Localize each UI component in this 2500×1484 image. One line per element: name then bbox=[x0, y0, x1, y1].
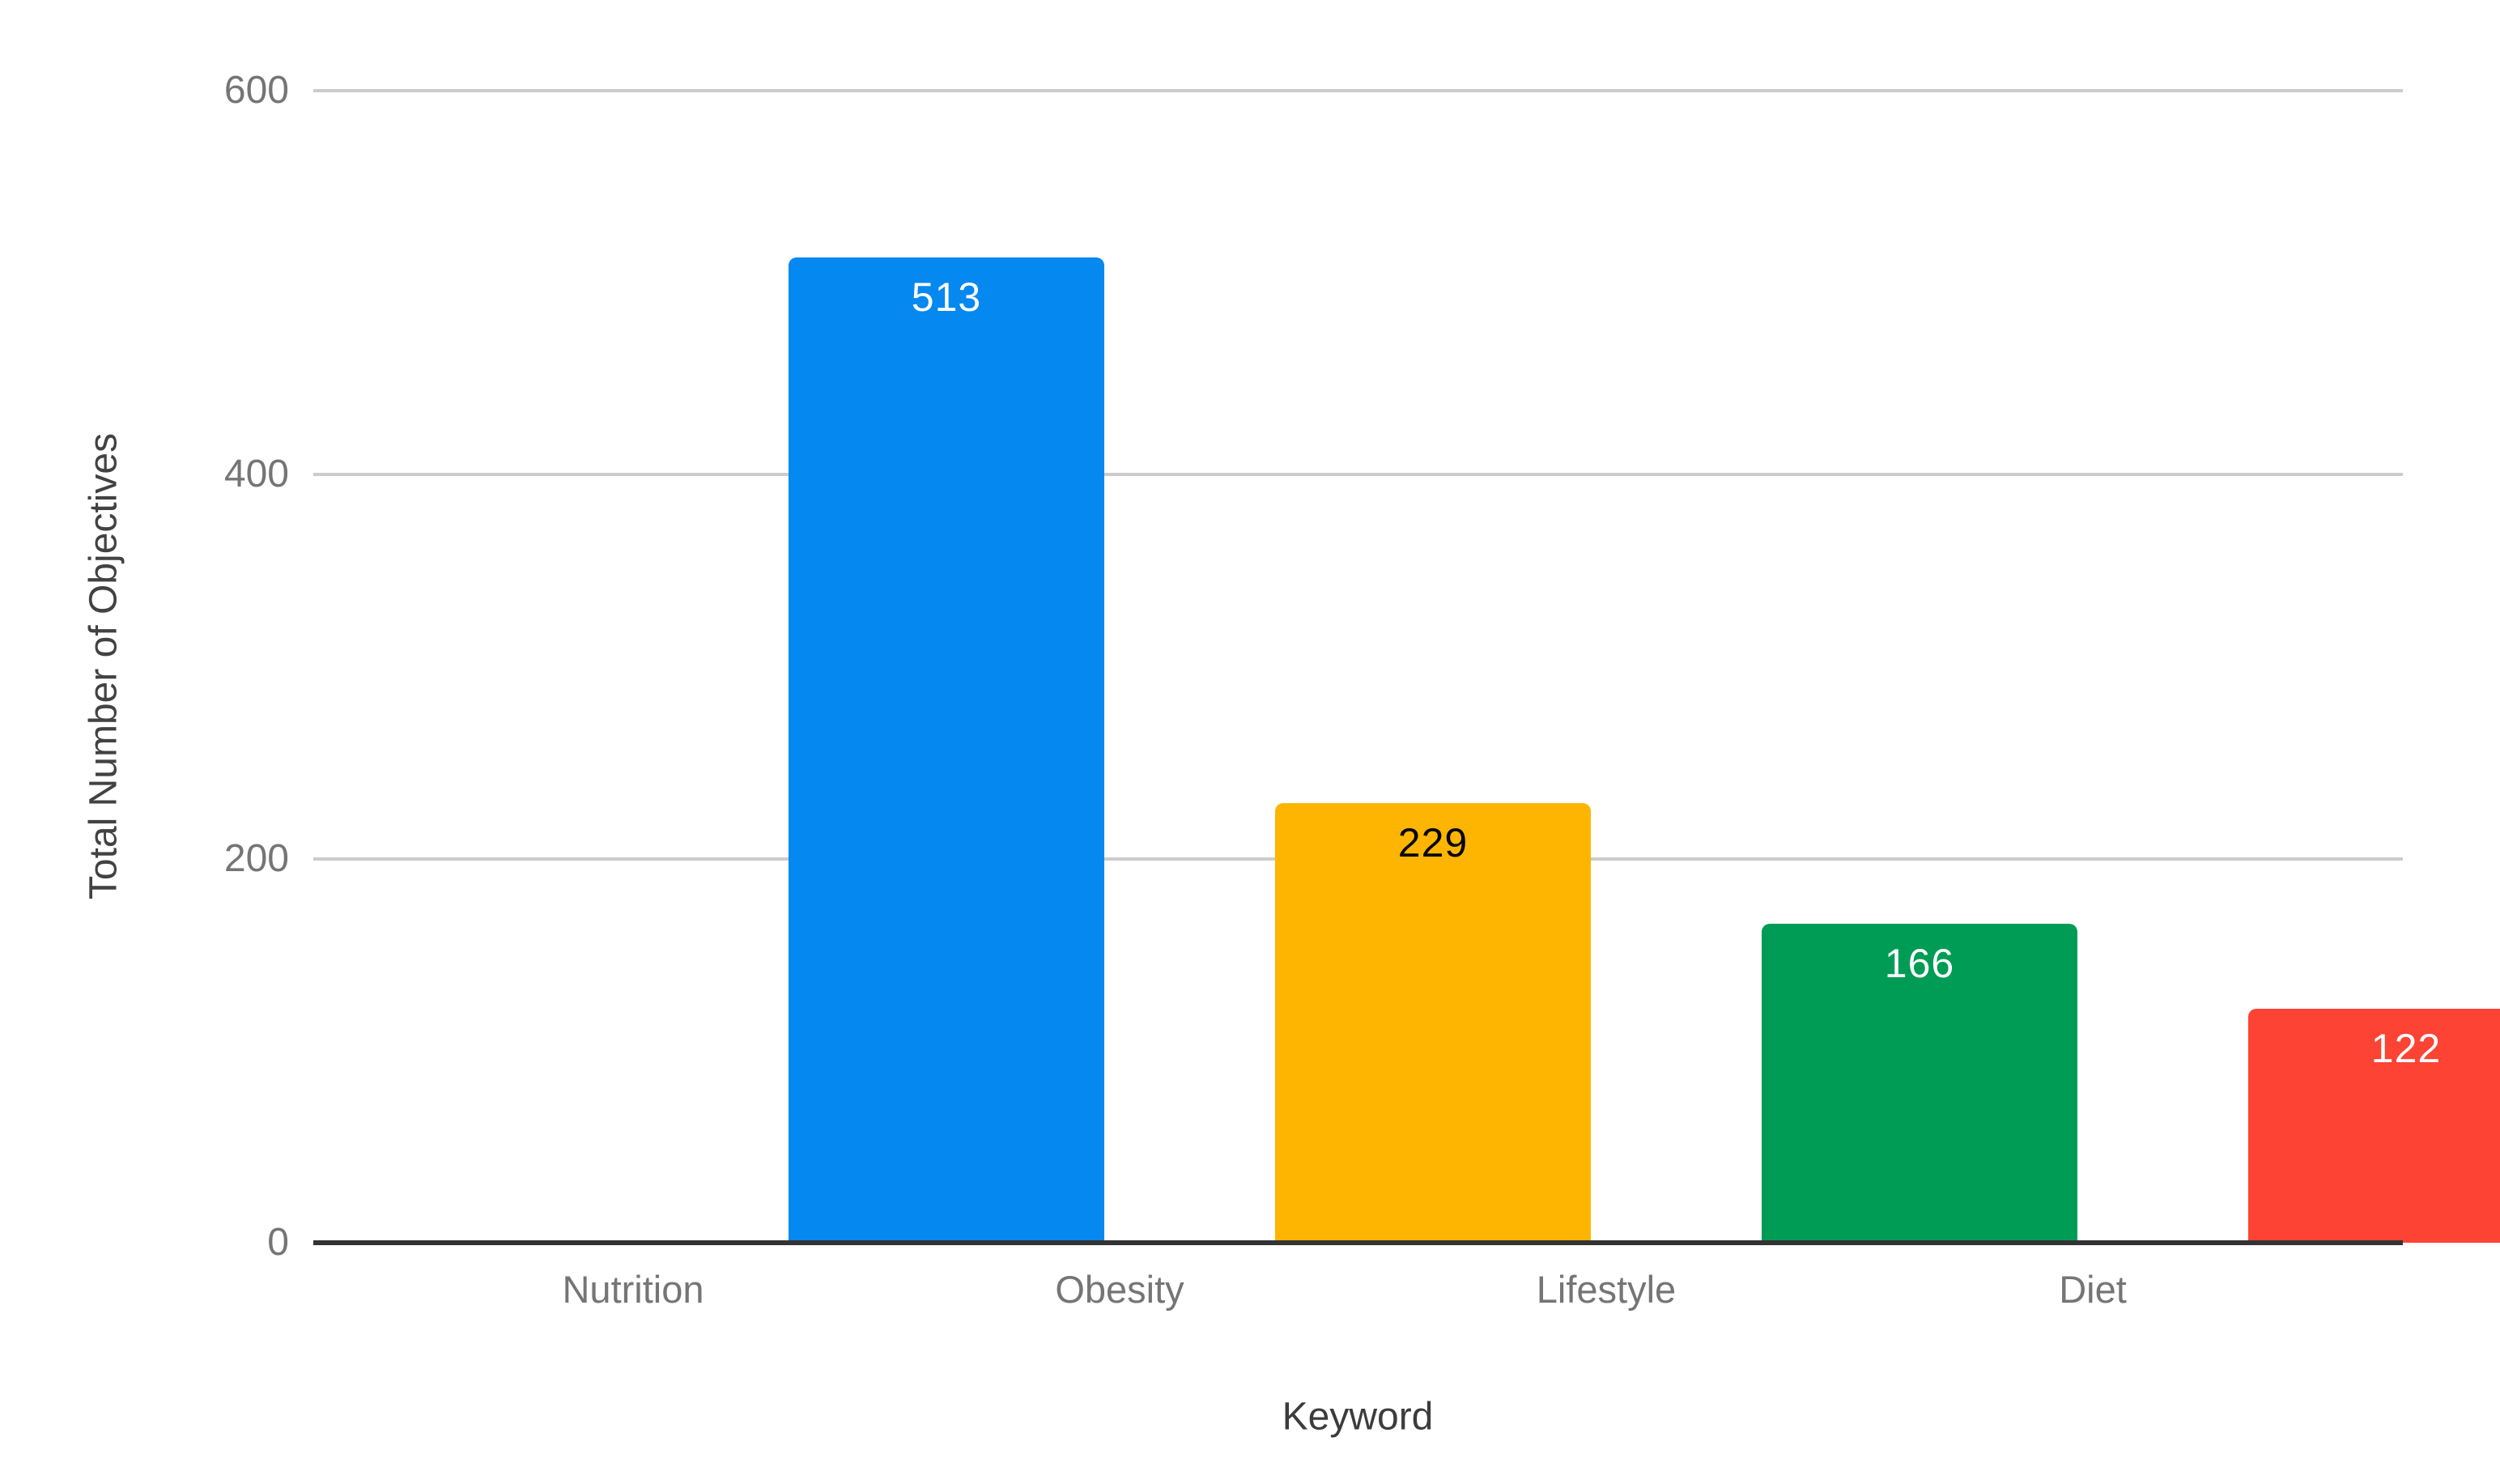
bar-lifestyle: 166 bbox=[1762, 924, 2077, 1243]
bar-diet: 122 bbox=[2248, 1009, 2500, 1243]
category-label-lifestyle: Lifestyle bbox=[1536, 1268, 1677, 1311]
gridline-400 bbox=[313, 473, 2403, 477]
y-tick-label-200: 200 bbox=[223, 836, 289, 880]
y-tick-label-0: 0 bbox=[267, 1221, 289, 1264]
gridline-600 bbox=[313, 89, 2403, 92]
bar-value-label-lifestyle: 166 bbox=[1884, 941, 1955, 986]
bar-value-label-nutrition: 513 bbox=[911, 274, 982, 320]
category-label-nutrition: Nutrition bbox=[562, 1268, 704, 1311]
y-axis-title: Total Number of Objectives bbox=[82, 432, 125, 900]
bar-value-label-obesity: 229 bbox=[1397, 820, 1469, 865]
bar-nutrition: 513 bbox=[789, 257, 1104, 1243]
x-axis-title: Keyword bbox=[1282, 1395, 1434, 1439]
x-axis-line bbox=[313, 1240, 2403, 1245]
bar-value-label-diet: 122 bbox=[2370, 1026, 2442, 1071]
y-tick-label-600: 600 bbox=[223, 69, 289, 112]
y-tick-label-400: 400 bbox=[223, 453, 289, 496]
plot-area: 513 229 166 122 bbox=[313, 89, 2500, 1245]
category-label-obesity: Obesity bbox=[1055, 1268, 1184, 1311]
category-label-diet: Diet bbox=[2059, 1268, 2127, 1311]
bar-obesity: 229 bbox=[1275, 803, 1591, 1243]
